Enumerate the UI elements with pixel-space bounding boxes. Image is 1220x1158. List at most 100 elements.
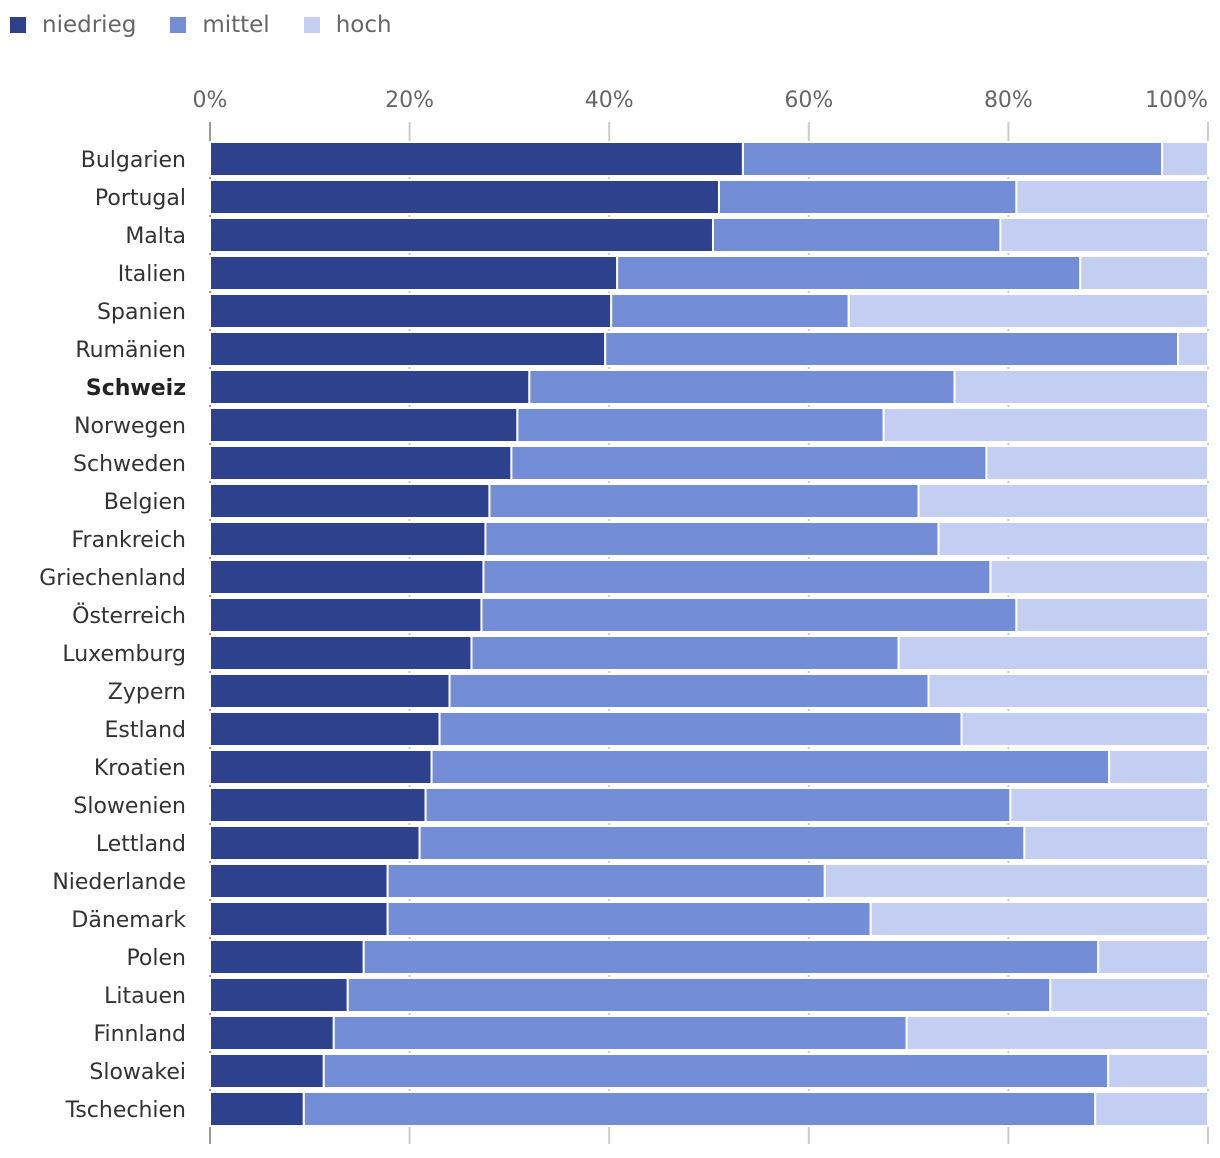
bar-mittel[interactable] [386,901,872,937]
bar-niedrieg[interactable] [209,141,744,177]
bar-mittel[interactable] [362,939,1100,975]
bar-mittel[interactable] [711,217,1002,253]
bar-niedrieg[interactable] [209,1053,325,1089]
legend-swatch-niedrieg [10,17,26,33]
legend-item-hoch[interactable]: hoch [303,12,392,38]
bar-hoch[interactable] [1161,141,1210,177]
bar-mittel[interactable] [332,1015,908,1051]
bar-niedrieg[interactable] [209,711,441,747]
bar-mittel[interactable] [741,141,1164,177]
bar-hoch[interactable] [897,635,1209,671]
bar-hoch[interactable] [1108,749,1209,785]
bar-niedrieg[interactable] [209,179,720,215]
category-label: Griechenland [39,566,186,591]
bar-niedrieg[interactable] [209,1015,335,1051]
legend-swatch-hoch [303,17,320,33]
bar-hoch[interactable] [1079,255,1209,291]
bar-niedrieg[interactable] [209,673,451,709]
category-label: Kroatien [94,756,186,781]
bar-hoch[interactable] [989,559,1209,595]
bar-niedrieg[interactable] [209,825,421,861]
category-label: Tschechien [65,1098,186,1123]
legend-swatch-mittel [170,17,187,33]
bar-mittel[interactable] [482,559,992,595]
bar-niedrieg[interactable] [209,863,389,899]
x-tick-label: 40% [585,88,634,113]
bar-hoch[interactable] [1049,977,1210,1013]
bar-mittel[interactable] [386,863,826,899]
bar-hoch[interactable] [953,369,1209,405]
bar-mittel[interactable] [516,407,885,443]
bar-mittel[interactable] [424,787,1012,823]
bar-niedrieg[interactable] [209,977,349,1013]
bar-hoch[interactable] [1015,597,1209,633]
bar-niedrieg[interactable] [209,407,519,443]
bar-mittel[interactable] [430,749,1111,785]
bar-mittel[interactable] [484,521,940,557]
bar-hoch[interactable] [1094,1091,1209,1127]
bar-hoch[interactable] [985,445,1209,481]
bar-hoch[interactable] [927,673,1209,709]
bar-niedrieg[interactable] [209,521,487,557]
bar-mittel[interactable] [616,255,1082,291]
bar-hoch[interactable] [1015,179,1209,215]
category-label: Belgien [104,490,186,515]
bar-hoch[interactable] [823,863,1209,899]
bar-niedrieg[interactable] [209,217,714,253]
bar-niedrieg[interactable] [209,787,427,823]
bar-hoch[interactable] [1097,939,1209,975]
legend: niedrieg mittel hoch [10,12,426,38]
bar-mittel[interactable] [480,597,1018,633]
category-label: Estland [105,718,187,743]
bar-hoch[interactable] [1177,331,1210,367]
bar-niedrieg[interactable] [209,635,473,671]
bar-mittel[interactable] [470,635,900,671]
bar-mittel[interactable] [610,293,850,329]
legend-item-mittel[interactable]: mittel [170,12,270,38]
category-labels: Bulgarien Portugal Malta Italien Spanien Rumä… [39,148,186,1123]
bar-hoch[interactable] [960,711,1210,747]
bar-niedrieg[interactable] [209,939,365,975]
bar-mittel[interactable] [604,331,1180,367]
bar-mittel[interactable] [488,483,920,519]
bar-mittel[interactable] [346,977,1052,1013]
bar-hoch[interactable] [905,1015,1209,1051]
category-label: Spanien [97,300,186,325]
bar-mittel[interactable] [528,369,956,405]
legend-label-hoch: hoch [335,12,392,38]
bar-niedrieg[interactable] [209,483,491,519]
bar-mittel[interactable] [418,825,1026,861]
legend-item-niedrieg[interactable]: niedrieg [10,12,136,38]
bar-mittel[interactable] [510,445,988,481]
bar-mittel[interactable] [717,179,1018,215]
x-tick-label: 20% [385,88,434,113]
bar-mittel[interactable] [302,1091,1097,1127]
bar-hoch[interactable] [1009,787,1209,823]
bar-hoch[interactable] [1023,825,1210,861]
bar-niedrieg[interactable] [209,901,389,937]
bar-niedrieg[interactable] [209,293,613,329]
category-label: Litauen [104,984,186,1009]
legend-label-mittel: mittel [202,12,270,38]
bar-niedrieg[interactable] [209,597,483,633]
category-label: Rumänien [75,338,186,363]
bar-mittel[interactable] [322,1053,1110,1089]
bar-niedrieg[interactable] [209,331,607,367]
bar-hoch[interactable] [999,217,1210,253]
bar-mittel[interactable] [438,711,963,747]
bar-hoch[interactable] [1107,1053,1209,1089]
bar-niedrieg[interactable] [209,445,513,481]
bar-hoch[interactable] [847,293,1209,329]
bar-hoch[interactable] [882,407,1210,443]
bar-hoch[interactable] [937,521,1209,557]
bar-niedrieg[interactable] [209,369,531,405]
bar-hoch[interactable] [917,483,1210,519]
bar-niedrieg[interactable] [209,749,433,785]
category-label: Schweiz [86,376,186,401]
category-label: Polen [126,946,186,971]
bar-hoch[interactable] [869,901,1210,937]
bar-mittel[interactable] [448,673,930,709]
bar-niedrieg[interactable] [209,559,485,595]
bar-niedrieg[interactable] [209,1091,305,1127]
bar-niedrieg[interactable] [209,255,619,291]
